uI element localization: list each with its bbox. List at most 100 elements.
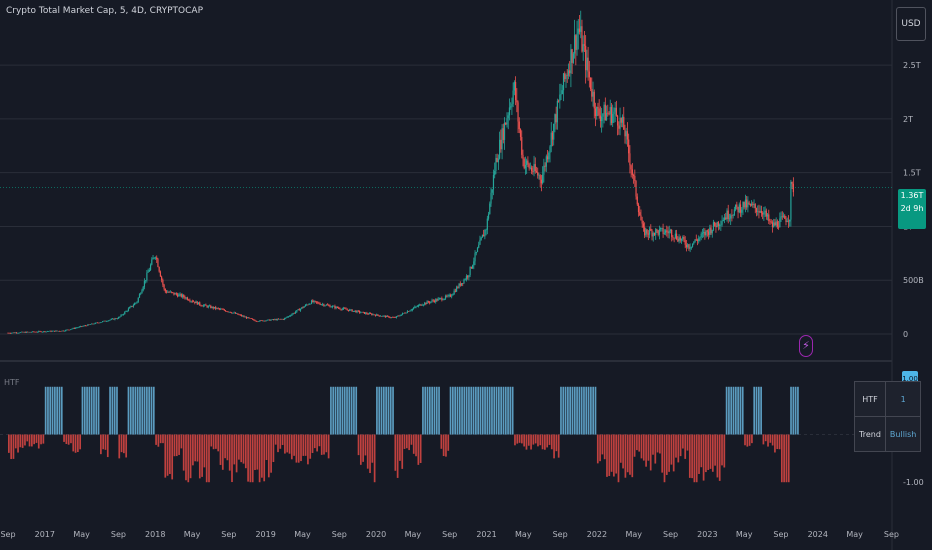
candle-body (419, 304, 421, 306)
candle-body (239, 314, 241, 316)
candle-body (673, 237, 675, 239)
htf-bar (311, 434, 314, 453)
candle-body (731, 215, 733, 216)
candle-body (349, 309, 351, 311)
candle-body (217, 308, 219, 309)
htf-bar (617, 434, 620, 483)
candle-body (196, 301, 198, 305)
htf-bar (399, 434, 401, 461)
candle-body (318, 302, 320, 304)
candle-body (304, 304, 307, 307)
candle-body (189, 300, 191, 302)
htf-bar (481, 386, 484, 435)
candle-body (325, 304, 327, 306)
candle-body (178, 294, 180, 297)
candle-body (425, 302, 427, 304)
candle-body (285, 317, 287, 319)
candle-body (442, 299, 444, 301)
candle-body (672, 236, 674, 238)
candle-body (167, 292, 169, 293)
htf-bar (479, 386, 482, 435)
htf-bar (642, 434, 645, 461)
candle-body (780, 216, 782, 219)
htf-bar (585, 386, 588, 435)
htf-bar (12, 434, 15, 459)
candle-body (310, 300, 313, 304)
htf-bar (672, 434, 675, 472)
htf-bar (534, 434, 537, 444)
candle-body (614, 107, 616, 112)
candle-body (293, 313, 295, 314)
candle-body (405, 312, 407, 314)
currency-button[interactable]: USD (896, 7, 926, 41)
chart-title: Crypto Total Market Cap, 5, 4D, CRYPTOCA… (6, 6, 203, 16)
candle-body (303, 306, 305, 308)
htf-bar (95, 386, 98, 435)
htf-bar (125, 434, 128, 458)
htf-bar (504, 386, 507, 435)
htf-bar (251, 434, 254, 483)
htf-bar (93, 386, 95, 435)
candle-body (352, 310, 354, 312)
htf-bar (212, 434, 215, 450)
candle-body (297, 309, 299, 311)
candle-body (355, 310, 357, 313)
candle-body (358, 311, 361, 313)
candle-body (228, 311, 230, 313)
htf-bar (205, 434, 208, 483)
htf-bar (164, 434, 167, 478)
candle-body (529, 167, 531, 169)
candle-body (184, 297, 186, 299)
htf-bar (417, 434, 420, 465)
htf-bar (263, 434, 266, 482)
candle-body (669, 229, 672, 231)
candle-body (345, 308, 347, 310)
htf-bar (537, 434, 539, 447)
htf-bar (751, 434, 753, 444)
htf-table: HTF 1 Trend Bullish (854, 381, 922, 452)
candle-body (194, 301, 196, 304)
candle-body (333, 305, 335, 307)
htf-bar (40, 434, 42, 445)
x-tick-label: May (736, 530, 753, 539)
candle-body (146, 272, 148, 281)
htf-bar (102, 434, 105, 450)
htf-bar (491, 386, 493, 435)
candle-body (744, 199, 747, 208)
htf-bar (171, 434, 174, 480)
htf-bar (373, 434, 376, 483)
candle-body (601, 116, 603, 122)
candle-body (623, 116, 625, 130)
htf-bar (486, 386, 489, 435)
htf-bar (516, 434, 519, 444)
candle-body (60, 331, 62, 332)
candle-body (476, 247, 479, 252)
candle-body (98, 322, 100, 324)
htf-bar (116, 386, 118, 435)
candle-body (596, 106, 598, 117)
htf-bar (14, 434, 17, 449)
htf-bar (454, 386, 457, 435)
htf-bar (155, 434, 157, 445)
candle-body (314, 300, 316, 302)
candle-body (43, 331, 45, 332)
htf-bar (774, 434, 776, 453)
htf-bar (97, 386, 100, 435)
x-tick-label: 2024 (808, 530, 828, 539)
lightning-icon[interactable]: ⚡ (799, 335, 813, 357)
candle-body (277, 318, 279, 320)
htf-bar (175, 434, 178, 457)
candle-body (540, 179, 543, 184)
candle-body (481, 234, 484, 238)
candle-body (588, 71, 590, 78)
htf-bar (396, 434, 399, 478)
candle-body (698, 238, 700, 242)
htf-bar (511, 386, 514, 435)
candle-body (154, 257, 157, 259)
htf-bar (463, 386, 466, 435)
candle-body (271, 319, 273, 320)
candle-body (124, 311, 126, 315)
candle-body (207, 305, 209, 308)
candle-body (205, 304, 207, 306)
